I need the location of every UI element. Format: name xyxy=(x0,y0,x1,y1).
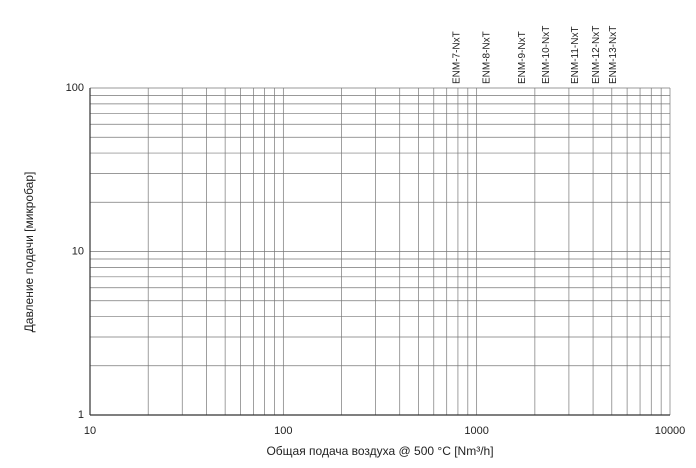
y-tick-label: 1 xyxy=(78,409,84,421)
series-label: ENM-13-NxT xyxy=(608,26,619,84)
series-label: ENM-8-NxT xyxy=(482,31,493,84)
series-label: ENM-12-NxT xyxy=(591,26,602,84)
y-tick-label: 10 xyxy=(72,245,84,257)
x-tick-label: 100 xyxy=(274,425,292,437)
series-label: ENM-7-NxT xyxy=(452,31,463,84)
x-axis-title: Общая подача воздуха @ 500 °C [Nm³/h] xyxy=(266,444,493,458)
series-label: ENM-9-NxT xyxy=(517,31,528,84)
y-tick-label: 100 xyxy=(66,82,84,94)
x-tick-label: 1000 xyxy=(464,425,488,437)
series-label: ENM-11-NxT xyxy=(570,26,581,84)
x-tick-label: 10000 xyxy=(655,425,686,437)
y-axis-title: Давление подачи [микробар] xyxy=(22,172,36,333)
x-tick-label: 10 xyxy=(84,425,96,437)
series-label: ENM-10-NxT xyxy=(541,26,552,84)
